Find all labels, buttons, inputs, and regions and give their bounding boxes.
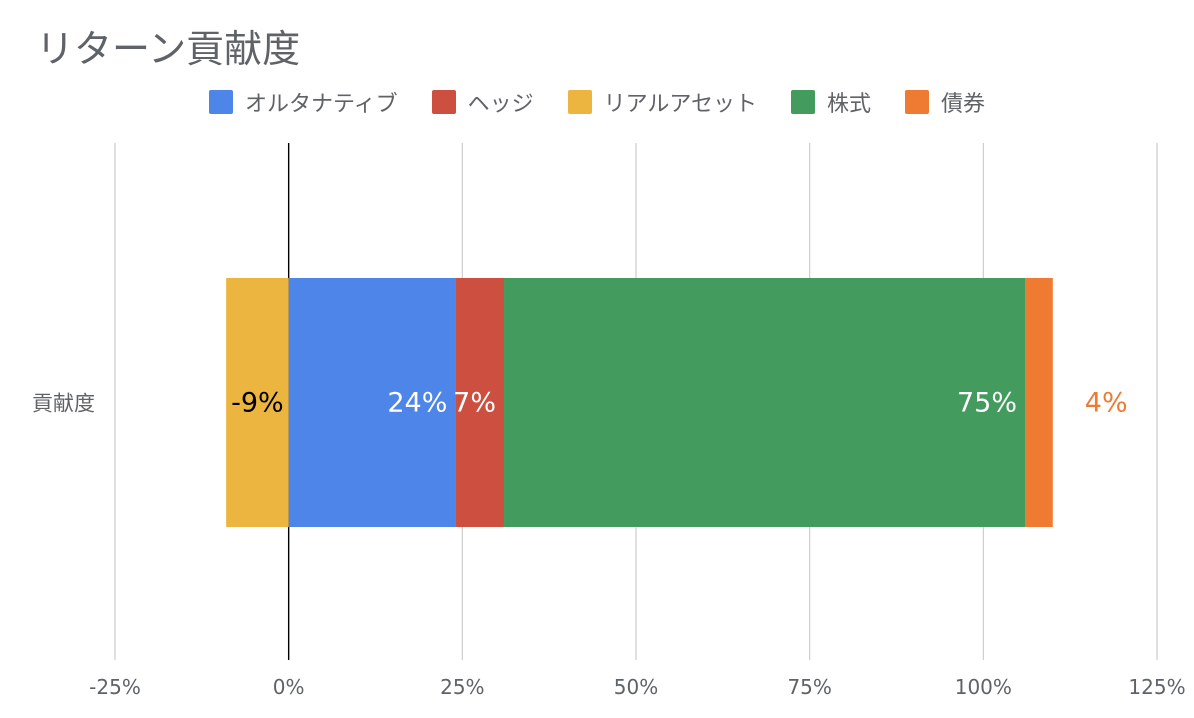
bar-item: [226, 278, 289, 527]
bar-item: [504, 278, 1026, 527]
legend-swatch: [905, 90, 930, 114]
legend-item: 債券: [905, 86, 985, 118]
data-label-item: -9%: [231, 388, 284, 419]
x-tick-label: 100%: [955, 675, 1012, 699]
legend-item: リアルアセット: [567, 86, 757, 118]
bar-item: [288, 278, 456, 527]
legend-item: ヘッジ: [431, 86, 534, 118]
legend-label: リアルアセット: [603, 92, 757, 117]
bar-item: [1025, 278, 1053, 527]
bar-item: [455, 278, 505, 527]
x-tick-label: 75%: [787, 675, 831, 699]
legend-label: ヘッジ: [467, 92, 534, 117]
chart-legend: オルタナティブ ヘッジ リアルアセット 株式 債券: [0, 86, 1194, 118]
x-tick-label: 50%: [614, 675, 658, 699]
chart-title: リターン貢献度: [36, 27, 301, 71]
data-label-item: 75%: [957, 388, 1017, 419]
legend-label: 債券: [941, 92, 986, 117]
legend-item: 株式: [791, 86, 871, 118]
legend-label: 株式: [827, 92, 872, 117]
legend-item: オルタナティブ: [208, 86, 398, 118]
x-tick-label: 125%: [1128, 675, 1185, 699]
x-tick-label: -25%: [89, 675, 141, 699]
legend-swatch: [567, 90, 592, 114]
legend-swatch: [208, 90, 233, 114]
x-tick-label: 25%: [440, 675, 484, 699]
x-tick-label: 0%: [273, 675, 305, 699]
data-label-item: 7%: [453, 388, 496, 419]
legend-swatch: [431, 90, 456, 114]
data-label-item: 4%: [1085, 388, 1128, 419]
category-label: 貢献度: [32, 392, 95, 416]
data-label-item: 24%: [387, 388, 447, 419]
legend-swatch: [791, 90, 815, 114]
legend-label: オルタナティブ: [244, 92, 398, 117]
